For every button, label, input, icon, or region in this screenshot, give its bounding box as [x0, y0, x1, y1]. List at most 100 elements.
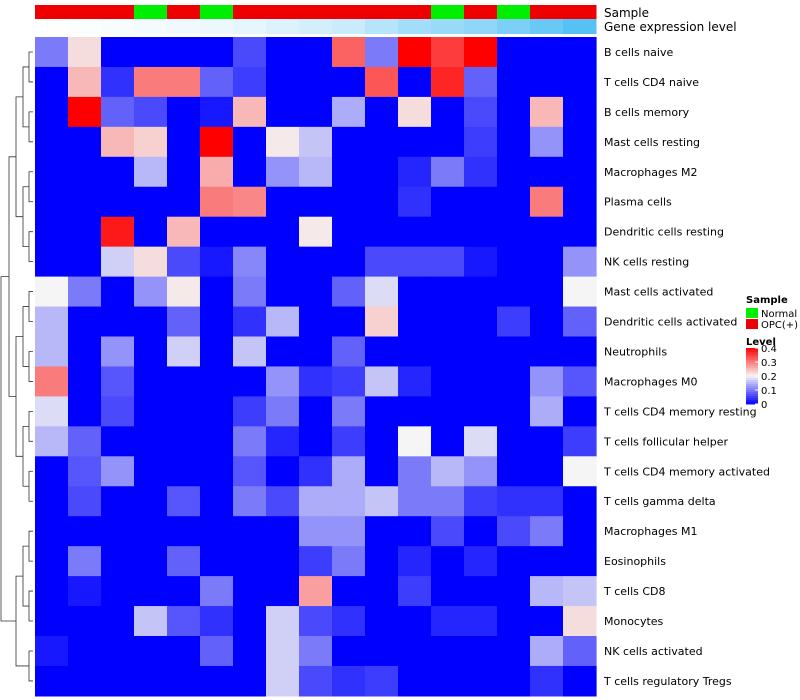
heatmap-cell — [134, 366, 168, 397]
heatmap-cell — [134, 276, 168, 308]
heatmap-cell — [299, 306, 333, 338]
heatmap-cell — [464, 456, 498, 487]
heatmap-cell — [299, 216, 333, 248]
heatmap-cell — [431, 336, 465, 368]
heatmap-cell — [563, 366, 597, 397]
heatmap-cell — [299, 516, 333, 547]
heatmap-cell — [563, 246, 597, 278]
heatmap-cell — [200, 576, 234, 607]
dendrogram-branch — [28, 51, 33, 83]
dendrogram-branch — [22, 306, 29, 367]
heatmap-cell — [299, 126, 333, 158]
heatmap-cell — [233, 396, 267, 427]
colorbar-segment — [746, 350, 758, 353]
heatmap-cell — [233, 276, 267, 308]
dendrogram-branch — [22, 66, 29, 128]
expression-track-cell — [233, 19, 267, 34]
heatmap-cell — [200, 216, 234, 248]
heatmap-cell — [332, 156, 366, 188]
heatmap-cell — [233, 216, 267, 248]
heatmap-cell — [35, 516, 69, 547]
heatmap-cell — [464, 576, 498, 607]
heatmap-cell — [332, 606, 366, 637]
colorbar-segment — [746, 386, 758, 389]
heatmap-cell — [431, 636, 465, 667]
colorbar-segment — [746, 354, 758, 357]
heatmap-cell — [563, 636, 597, 667]
heatmap-cell — [563, 516, 597, 547]
heatmap-cell — [167, 126, 201, 158]
heatmap-cell — [134, 576, 168, 607]
heatmap-cell — [200, 246, 234, 278]
heatmap-cell — [530, 366, 564, 397]
heatmap-cell — [167, 66, 201, 98]
heatmap-cell — [332, 306, 366, 338]
row-label: Macrophages M2 — [604, 166, 697, 179]
heatmap-cell — [530, 456, 564, 487]
heatmap-cell — [332, 516, 366, 547]
colorbar-tick-label: 0 — [761, 400, 767, 411]
heatmap-cell — [497, 216, 531, 248]
heatmap-cell — [266, 216, 300, 248]
heatmap-cell — [266, 306, 300, 338]
heatmap-cell — [101, 516, 135, 547]
heatmap-cell — [35, 546, 69, 577]
sample-track-cell — [134, 5, 168, 19]
heatmap-cell — [332, 396, 366, 427]
heatmap-cell — [431, 276, 465, 308]
heatmap-cell — [464, 276, 498, 308]
sample-track-cell — [35, 5, 69, 19]
heatmap-cell — [332, 37, 366, 68]
colorbar-segment — [746, 396, 758, 399]
heatmap-cell — [497, 276, 531, 308]
heatmap-cell — [464, 216, 498, 248]
dendrogram-branch — [28, 351, 33, 382]
heatmap-cell — [35, 186, 69, 218]
heatmap-cell — [35, 66, 69, 98]
heatmap-cell — [332, 636, 366, 667]
heatmap-cell — [332, 66, 366, 98]
heatmap-cell — [497, 516, 531, 547]
colorbar-segment — [746, 376, 758, 379]
heatmap-cell — [464, 636, 498, 667]
heatmap-cell — [167, 366, 201, 397]
colorbar-segment — [746, 392, 758, 395]
sample-track-cell — [332, 5, 366, 19]
heatmap-cell — [167, 516, 201, 547]
heatmap-cell — [530, 126, 564, 158]
heatmap-cell — [233, 516, 267, 547]
heatmap-cell — [497, 306, 531, 338]
heatmap-cell — [563, 156, 597, 188]
heatmap-cell — [563, 456, 597, 487]
heatmap-cell — [233, 126, 267, 158]
heatmap-cell — [431, 216, 465, 248]
colorbar-tick-label: 0.4 — [761, 344, 777, 355]
heatmap-cell — [563, 216, 597, 248]
heatmap-cell — [68, 96, 102, 128]
heatmap-cell — [398, 576, 432, 607]
heatmap-cell — [365, 336, 399, 368]
expression-track-cell — [464, 19, 498, 34]
heatmap-cell — [365, 366, 399, 397]
heatmap-cell — [200, 426, 234, 457]
row-label: B cells naive — [604, 46, 673, 59]
heatmap-cell — [233, 246, 267, 278]
heatmap-cell — [134, 156, 168, 188]
heatmap-cell — [365, 126, 399, 158]
sample-track-cell — [398, 5, 432, 19]
heatmap-cell — [563, 665, 597, 697]
colorbar-segment — [746, 358, 758, 361]
heatmap-cell — [200, 96, 234, 128]
legend-normal-label: Normal — [761, 309, 797, 320]
heatmap-cell — [233, 186, 267, 218]
heatmap-cell — [398, 396, 432, 427]
dendrogram-branch — [28, 171, 33, 203]
heatmap-cell — [266, 426, 300, 457]
colorbar-segment — [746, 382, 758, 385]
legend-sample-title: Sample — [746, 295, 788, 306]
heatmap-cell — [530, 276, 564, 308]
heatmap-cell — [68, 246, 102, 278]
heatmap-cell — [35, 96, 69, 128]
sample-track-cell — [101, 5, 135, 19]
heatmap-cell — [332, 126, 366, 158]
